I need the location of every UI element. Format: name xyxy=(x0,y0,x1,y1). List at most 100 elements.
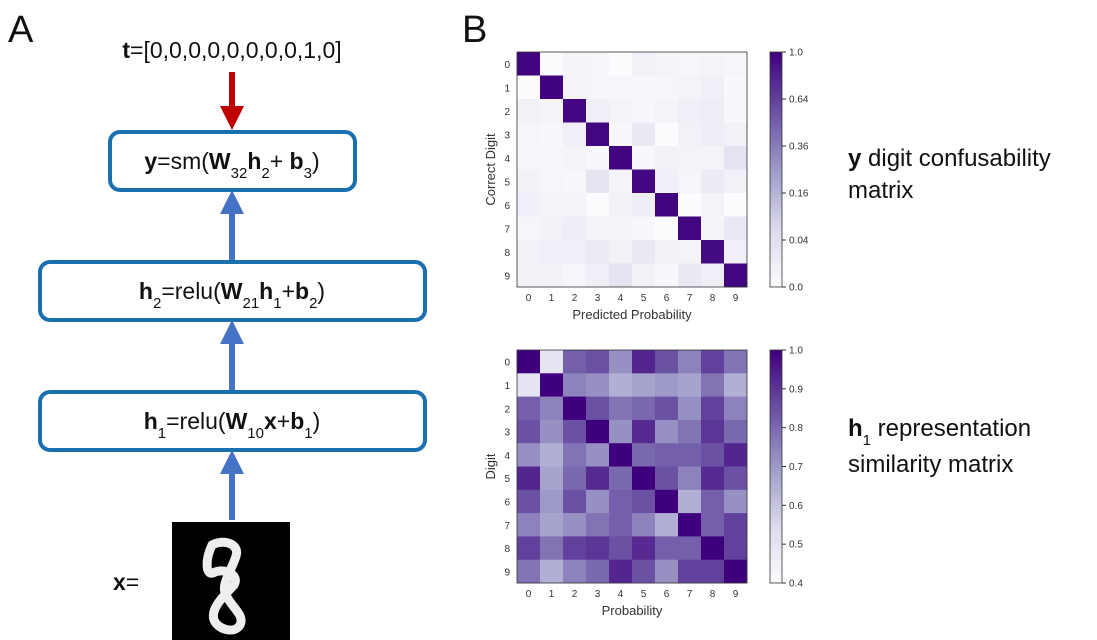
heatmap-cell xyxy=(586,490,609,514)
heatmap-cell xyxy=(609,146,632,170)
caption: matrix xyxy=(848,177,913,204)
colorbar-step xyxy=(770,451,782,455)
colorbar-tick-label: 0.8 xyxy=(789,423,803,434)
heatmap-cell xyxy=(724,264,747,288)
figure: A t=[0,0,0,0,0,0,0,0,1,0] y=sm(W32h2+ b3… xyxy=(0,0,1097,640)
colorbar-step xyxy=(770,362,782,366)
colorbar-step xyxy=(770,83,782,87)
colorbar-step xyxy=(770,220,782,224)
heatmap-cell xyxy=(563,397,586,421)
colorbar-step xyxy=(770,567,782,571)
y-tick-label: 8 xyxy=(504,544,510,555)
heatmap-cell xyxy=(678,420,701,444)
heatmap-cell xyxy=(563,350,586,374)
colorbar-step xyxy=(770,525,782,529)
heatmap-cell xyxy=(609,240,632,264)
y-tick-label: 4 xyxy=(504,451,510,462)
x-tick-label: 1 xyxy=(549,589,555,600)
heatmap-cell xyxy=(563,123,586,147)
heatmap-cell xyxy=(724,513,747,537)
heatmap-cell xyxy=(586,560,609,584)
colorbar-step xyxy=(770,439,782,443)
x-tick-label: 2 xyxy=(572,589,578,600)
x-axis-label: Probability xyxy=(602,603,663,618)
colorbar-step xyxy=(770,170,782,174)
heatmap-cell xyxy=(517,146,540,170)
colorbar-step xyxy=(770,217,782,221)
colorbar-step xyxy=(770,232,782,236)
colorbar-step xyxy=(770,244,782,248)
colorbar-step xyxy=(770,256,782,260)
colorbar-step xyxy=(770,252,782,256)
heatmap-cell xyxy=(655,490,678,514)
colorbar-step xyxy=(770,260,782,264)
heatmap-cell xyxy=(563,217,586,241)
x-tick-label: 0 xyxy=(526,589,532,600)
heatmap-cell xyxy=(678,123,701,147)
heatmap-cell xyxy=(701,217,724,241)
colorbar-step xyxy=(770,60,782,64)
heatmap-cell xyxy=(655,123,678,147)
heatmap-cell xyxy=(609,99,632,123)
heatmap-cell xyxy=(632,52,655,76)
heatmap-cell xyxy=(540,217,563,241)
colorbar-step xyxy=(770,354,782,358)
y-tick-label: 0 xyxy=(504,60,510,71)
heatmap-cell xyxy=(586,193,609,217)
heatmap-cell xyxy=(632,490,655,514)
colorbar-step xyxy=(770,201,782,205)
colorbar-step xyxy=(770,209,782,213)
colorbar-step xyxy=(770,197,782,201)
caption: similarity matrix xyxy=(848,451,1013,478)
colorbar-step xyxy=(770,99,782,103)
heatmap-cell xyxy=(632,240,655,264)
colorbar-step xyxy=(770,385,782,389)
heatmap-cell xyxy=(563,264,586,288)
colorbar-step xyxy=(770,56,782,60)
heatmap-cell xyxy=(632,513,655,537)
x-tick-label: 8 xyxy=(710,589,716,600)
heatmap-cell xyxy=(678,373,701,397)
colorbar-step xyxy=(770,509,782,513)
colorbar-tick-label: 1.0 xyxy=(789,48,803,59)
y-tick-label: 5 xyxy=(504,474,510,485)
heatmap-cell xyxy=(563,193,586,217)
colorbar-step xyxy=(770,87,782,91)
heatmap-cell xyxy=(701,443,724,467)
colorbar-step xyxy=(770,76,782,80)
heatmap-cell xyxy=(632,264,655,288)
colorbar-step xyxy=(770,248,782,252)
y-tick-label: 6 xyxy=(504,201,510,212)
colorbar-step xyxy=(770,536,782,540)
heatmap-cell xyxy=(609,536,632,560)
colorbar-step xyxy=(770,267,782,271)
heatmap-cell xyxy=(655,513,678,537)
heatmap-cell xyxy=(678,513,701,537)
heatmap-cell xyxy=(678,217,701,241)
heatmap-cell xyxy=(586,52,609,76)
y-tick-label: 3 xyxy=(504,130,510,141)
heatmap-cell xyxy=(701,170,724,194)
heatmap-cell xyxy=(540,443,563,467)
colorbar-step xyxy=(770,513,782,517)
colorbar-step xyxy=(770,134,782,138)
heatmap-cell xyxy=(517,420,540,444)
y-axis-label: Correct Digit xyxy=(483,133,498,206)
heatmap-cell xyxy=(540,240,563,264)
colorbar-tick-label: 0.5 xyxy=(789,540,803,551)
y-tick-label: 2 xyxy=(504,107,510,118)
heatmap-cell xyxy=(724,217,747,241)
colorbar-step xyxy=(770,498,782,502)
y-tick-label: 6 xyxy=(504,497,510,508)
colorbar-step xyxy=(770,470,782,474)
heatmap-cell xyxy=(632,560,655,584)
x-tick-label: 3 xyxy=(595,293,601,304)
heatmap-cell xyxy=(724,99,747,123)
heatmap-cell xyxy=(701,146,724,170)
colorbar-tick-label: 0.0 xyxy=(789,283,803,294)
colorbar-step xyxy=(770,505,782,509)
colorbar-step xyxy=(770,397,782,401)
colorbar-step xyxy=(770,103,782,107)
colorbar-step xyxy=(770,533,782,537)
heatmap-cell xyxy=(678,193,701,217)
